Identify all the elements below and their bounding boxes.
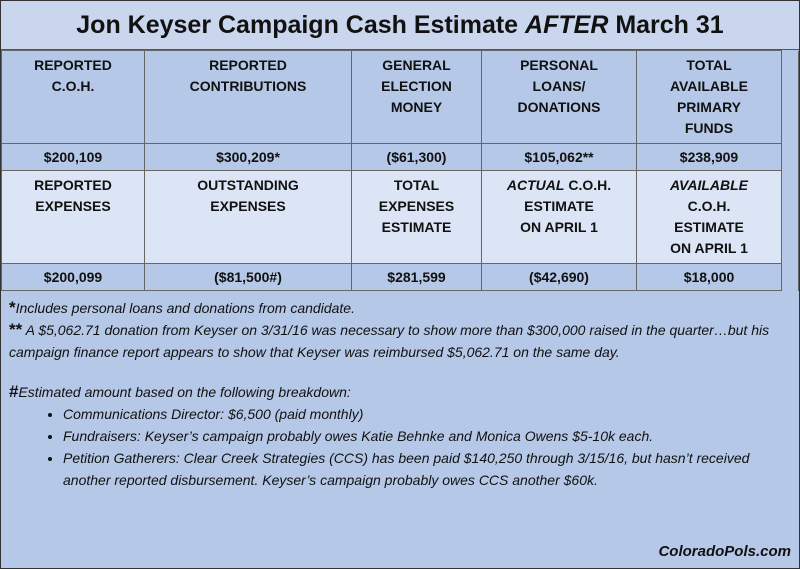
- cell-line: ACTUAL C.O.H.: [484, 175, 634, 196]
- header-cell: AVAILABLE C.O.H. ESTIMATE ON APRIL 1: [636, 170, 782, 264]
- spare-cell: [781, 50, 799, 144]
- value-cell: $281,599: [351, 263, 482, 291]
- cell-line: OUTSTANDING: [197, 177, 299, 193]
- note-text: A $5,062.71 donation from Keyser on 3/31…: [9, 322, 770, 360]
- header-cell: PERSONAL LOANS/DONATIONS: [481, 50, 637, 144]
- header-cell: OUTSTANDING EXPENSES: [144, 170, 352, 264]
- value-cell: $18,000: [636, 263, 782, 291]
- note-text: Estimated amount based on the following …: [18, 384, 351, 400]
- cell-line: FUNDS: [684, 120, 734, 136]
- spare-cell: [781, 263, 799, 291]
- header-cell: ACTUAL C.O.H. ESTIMATE ON APRIL 1: [481, 170, 637, 264]
- header-cell: REPORTED C.O.H.: [1, 50, 145, 144]
- cell-line: ESTIMATE: [381, 219, 452, 235]
- bullet: Fundraisers: Keyser’s campaign probably …: [63, 425, 791, 447]
- cell-line: ESTIMATE: [524, 198, 594, 214]
- cell-line: EXPENSES: [35, 198, 111, 214]
- cell-line: EXPENSES: [210, 198, 286, 214]
- note: *Includes personal loans and donations f…: [9, 297, 791, 319]
- header-cell: REPORTED EXPENSES: [1, 170, 145, 264]
- bullet-list: Communications Director: $6,500 (paid mo…: [33, 403, 791, 491]
- note-text: Includes personal loans and donations fr…: [15, 300, 355, 316]
- cell-line: C.O.H.: [687, 198, 731, 214]
- table-row: $200,099 ($81,500#) $281,599 ($42,690) $18,0…: [1, 263, 799, 291]
- cell-line: MONEY: [390, 99, 443, 115]
- source: ColoradoPols.com: [658, 543, 791, 560]
- cell-line: ESTIMATE: [674, 219, 744, 235]
- cash-table: REPORTED C.O.H. REPORTED CONTRIBUTIONS GENER…: [1, 50, 799, 291]
- cell-line: AVAILABLE: [669, 78, 749, 94]
- title: Jon Keyser Campaign Cash Estimate AFTER …: [1, 1, 799, 50]
- cell-line: CONTRIBUTIONS: [189, 78, 307, 94]
- cell-line: TOTAL: [393, 177, 440, 193]
- cell-line: ON APRIL 1: [670, 240, 748, 256]
- bullet: Petition Gatherers: Clear Creek Strategi…: [63, 447, 791, 491]
- value-cell: $238,909: [636, 143, 782, 171]
- cell-line: REPORTED: [209, 57, 287, 73]
- value-cell: $105,062**: [481, 143, 637, 171]
- bullet: Communications Director: $6,500 (paid mo…: [63, 403, 791, 425]
- cell-line: AVAILABLE: [639, 175, 779, 196]
- note-marker: *: [9, 298, 16, 317]
- cell-line: PERSONAL: [520, 57, 598, 73]
- value-cell: ($42,690): [481, 263, 637, 291]
- value-cell: $200,109: [1, 143, 145, 171]
- header-cell: GENERAL ELECTION MONEY: [351, 50, 482, 144]
- title-part: AFTER: [525, 11, 609, 39]
- header-cell: REPORTED CONTRIBUTIONS: [144, 50, 352, 144]
- cell-line: ON APRIL 1: [520, 219, 598, 235]
- cell-line: REPORTED: [34, 177, 112, 193]
- cell-line: GENERAL: [382, 57, 451, 73]
- table-row: REPORTED C.O.H. REPORTED CONTRIBUTIONS GENER…: [1, 50, 799, 144]
- note: #Estimated amount based on the following…: [9, 381, 791, 403]
- value-cell: ($81,500#): [144, 263, 352, 291]
- cell-text: C.O.H.: [564, 177, 612, 193]
- cell-line: EXPENSES: [378, 198, 455, 214]
- cell-line: TOTAL: [686, 57, 732, 73]
- cell-line: C.O.H.: [51, 78, 95, 94]
- title-part: March 31: [608, 11, 724, 39]
- cell-line: LOANS/: [532, 78, 586, 94]
- value-cell: $300,209*: [144, 143, 352, 171]
- table-row: $200,109 $300,209* ($61,300) $105,062** $238…: [1, 143, 799, 171]
- spare-cell: [781, 143, 799, 171]
- value-cell: $200,099: [1, 263, 145, 291]
- notes: *Includes personal loans and donations f…: [1, 291, 799, 491]
- cell-line: PRIMARY: [676, 99, 742, 115]
- title-part: Jon Keyser Campaign Cash Estimate: [76, 11, 526, 39]
- cell-emphasis: ACTUAL: [506, 177, 565, 193]
- note: ** A $5,062.71 donation from Keyser on 3…: [9, 319, 791, 363]
- value-cell: ($61,300): [351, 143, 482, 171]
- table-row: REPORTED EXPENSES OUTSTANDING EXPENSES TOTAL…: [1, 170, 799, 264]
- header-cell: TOTAL EXPENSES ESTIMATE: [351, 170, 482, 264]
- note-marker: **: [9, 320, 23, 339]
- cell-emphasis: AVAILABLE: [669, 177, 749, 193]
- note-marker: #: [9, 382, 19, 401]
- cell-line: ELECTION: [381, 78, 452, 94]
- header-cell: TOTAL AVAILABLE PRIMARY FUNDS: [636, 50, 782, 144]
- cell-line: DONATIONS: [517, 99, 601, 115]
- cell-line: REPORTED: [34, 57, 112, 73]
- spare-cell: [781, 170, 799, 264]
